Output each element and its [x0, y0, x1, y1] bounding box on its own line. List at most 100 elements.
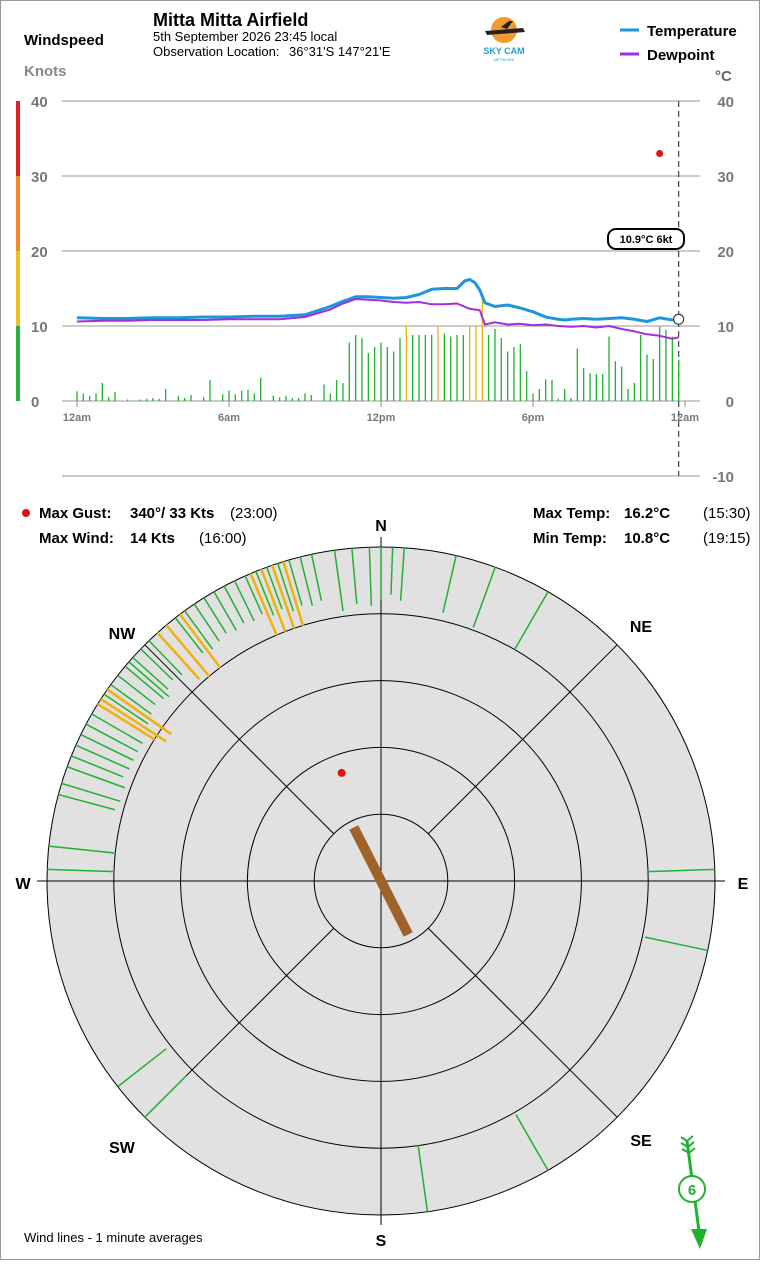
wind-line [117, 1048, 167, 1088]
wind-line [277, 563, 295, 612]
wind-line-strong [156, 631, 201, 681]
min-temp-label: Min Temp: [533, 530, 607, 547]
wind-line [399, 547, 406, 601]
compass-label-e: E [738, 876, 749, 893]
wind-line [193, 603, 220, 642]
max-wind-label: Max Wind: [39, 530, 114, 547]
logo-text: SKY CAM [483, 46, 524, 56]
right-tick-label: 40 [717, 94, 734, 111]
wind-line [203, 597, 227, 634]
wind-line [233, 580, 255, 622]
wind-line-strong [178, 613, 222, 669]
compass-label-nw: NW [109, 626, 137, 643]
wind-line [244, 575, 263, 615]
wind-line [390, 547, 394, 595]
wind-line-strong [97, 702, 156, 741]
legend-temperature-label: Temperature [647, 23, 737, 40]
wind-line [103, 693, 149, 725]
wind-line [644, 936, 708, 952]
knots-axis-unit: Knots [24, 63, 67, 80]
time-tick-label: 12am [63, 412, 91, 424]
wind-line-strong [271, 564, 296, 629]
compass-label-w: W [15, 876, 31, 893]
wind-rose [37, 537, 725, 1225]
wind-line [128, 661, 170, 698]
wind-line [647, 868, 715, 873]
wind-line [417, 1145, 429, 1212]
wind-line [184, 610, 214, 650]
runway [349, 825, 413, 937]
wind-line [223, 585, 245, 624]
time-tick-label: 12am [671, 412, 699, 424]
wind-line [213, 591, 237, 631]
wind-line [47, 868, 115, 873]
max-gust-point [656, 150, 664, 157]
rose-spoke [427, 644, 618, 835]
location-label: Observation Location: [153, 44, 279, 59]
footer-note: Wind lines - 1 minute averages [24, 1230, 203, 1245]
compass-label-s: S [376, 1233, 387, 1250]
observation-datetime: 5th September 2026 23:45 local [153, 29, 337, 44]
wind-color-scale [16, 101, 20, 401]
wind-line [110, 684, 152, 715]
left-tick-label: 20 [31, 244, 48, 261]
wind-line [148, 640, 183, 676]
current-wind-speed-badge: 6 [688, 1182, 696, 1199]
wind-line [255, 571, 275, 616]
current-wind-arrow-icon [678, 1135, 707, 1249]
wind-line [174, 617, 204, 654]
left-tick-label: 10 [31, 319, 48, 336]
min-temp-value: 10.8°C [624, 530, 670, 547]
compass-label-n: N [375, 518, 387, 535]
wind-line [266, 566, 283, 610]
station-title: Mitta Mitta Airfield [153, 10, 308, 30]
wind-line [144, 1075, 187, 1118]
wind-line [91, 713, 143, 744]
wind-line [140, 648, 174, 681]
wind-line [117, 674, 156, 706]
rose-spoke [427, 927, 618, 1118]
wind-line [472, 566, 496, 628]
current-value-box [607, 228, 685, 250]
wind-line [515, 1114, 549, 1171]
temperature-line [76, 278, 679, 323]
wind-line [66, 766, 126, 789]
current-value-label: 10.9°C 6kt [620, 234, 673, 246]
skycam-logo: SKY CAM NETWORK [483, 17, 525, 62]
wind-line-strong [100, 698, 167, 743]
right-tick-label: 10 [717, 319, 734, 336]
min-temp-time: (19:15) [703, 530, 751, 547]
max-wind-value: 14 Kts [130, 530, 175, 547]
rose-spoke [144, 644, 335, 835]
windspeed-axis-title: Windspeed [24, 32, 104, 49]
wind-line-strong [260, 568, 287, 633]
dewpoint-line [76, 298, 679, 340]
wind-line [368, 547, 373, 606]
max-temp-label: Max Temp: [533, 505, 610, 522]
wind-line-strong [249, 573, 278, 636]
current-temp-marker [673, 313, 685, 325]
wind-line [310, 554, 323, 601]
wind-line [61, 782, 121, 803]
wind-line [124, 665, 165, 700]
left-tick-label: 40 [31, 94, 48, 111]
time-tick-label: 6am [218, 412, 240, 424]
wind-line [333, 550, 344, 612]
logo-plane-icon [485, 28, 525, 35]
legend-dewpoint-label: Dewpoint [647, 47, 715, 64]
wind-line-strong [106, 688, 173, 736]
compass-label-se: SE [630, 1133, 652, 1150]
wind-line [513, 591, 549, 651]
gust-marker-icon [22, 509, 30, 517]
wind-line [48, 845, 116, 854]
right-tick-label: -10 [712, 469, 734, 486]
compass-label-sw: SW [109, 1140, 136, 1157]
max-gust-label: Max Gust: [39, 505, 112, 522]
wind-line [132, 656, 169, 690]
wind-line-strong [282, 561, 305, 626]
wind-line [85, 723, 139, 753]
logo-subtext: NETWORK [494, 57, 515, 62]
compass-label-ne: NE [630, 619, 653, 636]
